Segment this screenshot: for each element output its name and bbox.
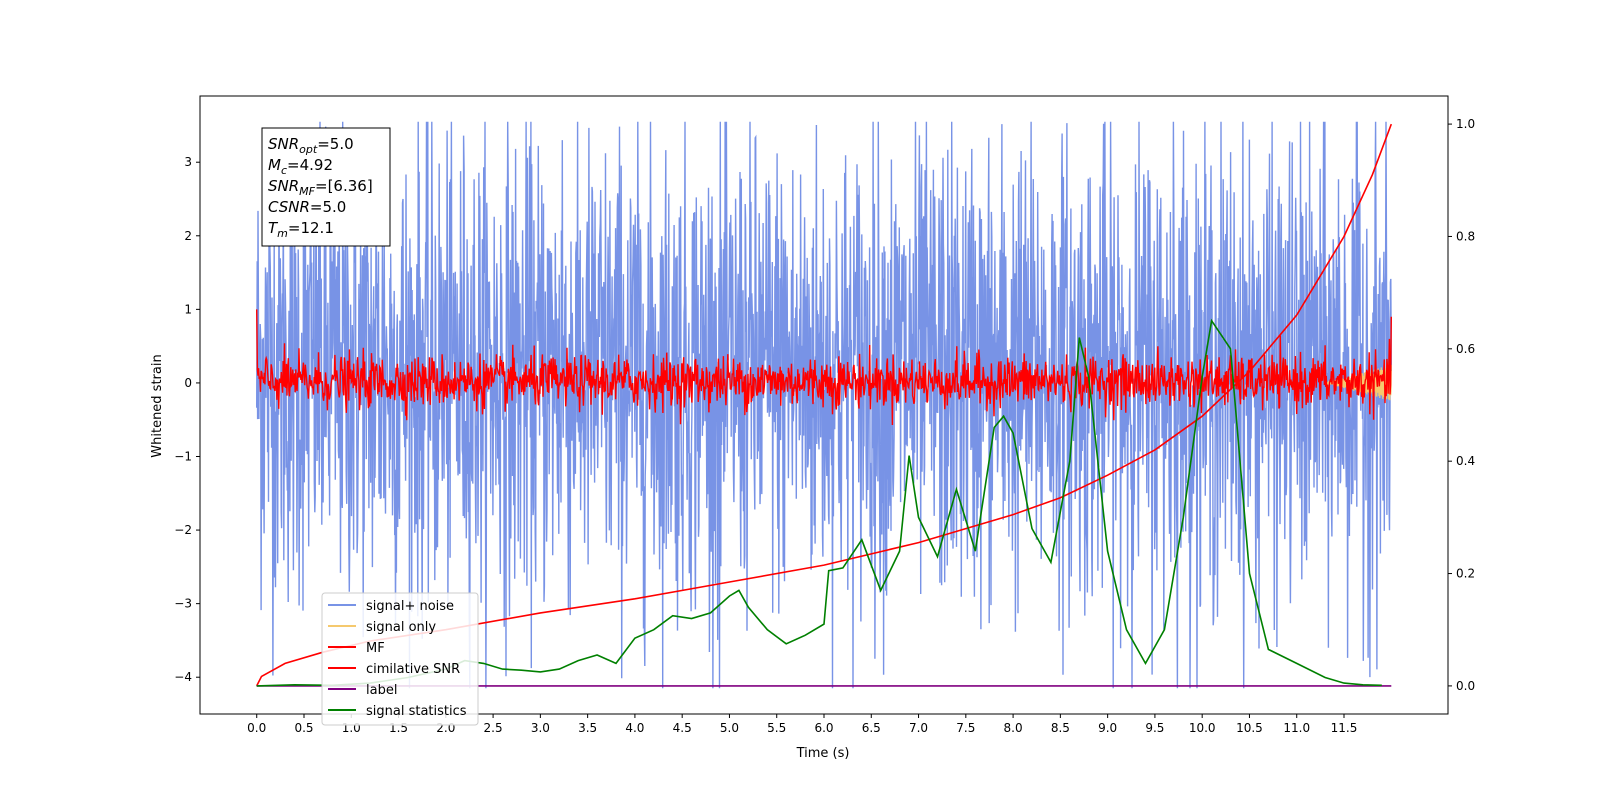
annotation-line: SNRopt=5.0 [268,135,354,156]
y-tick-label: 0 [184,376,192,390]
y2-tick-label: 0.0 [1456,679,1475,693]
y2-tick-label: 0.2 [1456,567,1475,581]
y-axis-label: Whitened strain [150,354,165,457]
y-tick-label: 2 [184,229,192,243]
legend-label: cimilative SNR [366,662,460,677]
legend: signal+ noise signal only MF cimilative SNR… [321,592,479,726]
x-tick-label: 8.0 [1004,721,1023,735]
x-tick-label: 8.5 [1051,721,1070,735]
legend-label: signal+ noise [366,599,454,614]
y-tick-label: −1 [174,450,192,464]
legend-label: signal statistics [366,704,467,719]
x-tick-label: 7.5 [956,721,975,735]
y-axis-right: 0.0 0.2 0.4 0.6 0.8 1.0 [1448,117,1475,693]
annotation-line: Mc=4.92 [268,156,333,177]
legend-label: MF [366,641,385,656]
y2-tick-label: 0.6 [1456,342,1475,356]
x-tick-label: 10.0 [1189,721,1216,735]
y-axis-left: −4 −3 −2 −1 0 1 2 3 [174,155,200,684]
series-signal-statistics [256,318,1382,687]
y-tick-label: −2 [174,523,192,537]
x-tick-label: 5.0 [720,721,739,735]
x-tick-label: 0.5 [294,721,313,735]
x-tick-label: 9.0 [1098,721,1117,735]
x-tick-label: 4.5 [673,721,692,735]
x-tick-label: 9.5 [1145,721,1164,735]
y-tick-label: 1 [184,302,192,316]
y2-tick-label: 0.4 [1456,454,1475,468]
legend-frame [321,592,479,726]
x-tick-label: 5.5 [767,721,786,735]
y-tick-label: 3 [184,155,192,169]
x-tick-label: 3.0 [531,721,550,735]
annotation-frame [261,127,391,247]
y-tick-label: −4 [174,670,192,684]
x-tick-label: 11.0 [1283,721,1310,735]
x-tick-label: 2.5 [484,721,503,735]
x-tick-label: 4.0 [625,721,644,735]
annotation-line: Tm=12.1 [268,219,334,240]
x-axis-label: Time (s) [796,746,850,761]
annotation-line: CSNR=5.0 [268,198,346,216]
x-tick-label: 10.5 [1236,721,1263,735]
x-tick-label: 7.0 [909,721,928,735]
legend-label: label [366,683,397,698]
x-tick-label: 3.5 [578,721,597,735]
y2-tick-label: 1.0 [1456,117,1475,131]
x-tick-label: 0.0 [247,721,266,735]
x-tick-label: 6.0 [814,721,833,735]
y-tick-label: −3 [174,597,192,611]
x-tick-label: 11.5 [1331,721,1358,735]
x-tick-label: 6.5 [862,721,881,735]
legend-label: signal only [366,620,436,635]
annotation-line: SNRMF=[6.36] [268,177,373,198]
y2-tick-label: 0.8 [1456,229,1475,243]
